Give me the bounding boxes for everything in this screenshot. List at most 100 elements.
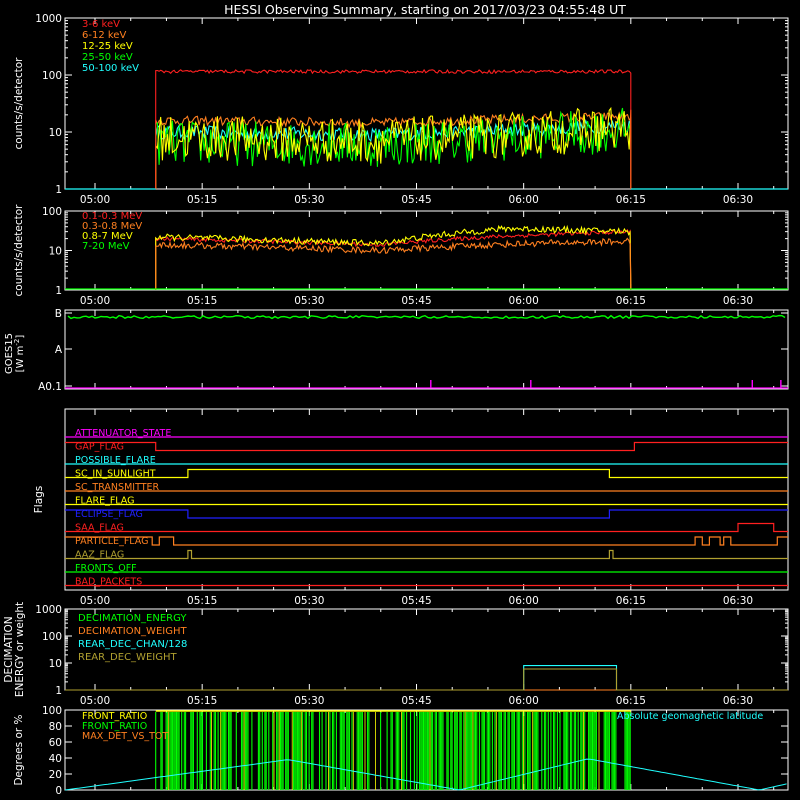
flag-label: PARTICLE_FLAG — [75, 536, 148, 547]
flag-label: ECLIPSE_FLAG — [75, 509, 143, 520]
flag-label: SC_IN_SUNLIGHT — [75, 469, 156, 480]
x-tick-label: 05:00 — [80, 295, 110, 307]
x-tick-label: 06:00 — [509, 194, 539, 206]
legend-entry: 3-6 keV — [82, 19, 120, 30]
x-tick-label: 06:00 — [509, 295, 539, 307]
x-tick-label: 06:15 — [616, 295, 646, 307]
x-tick-label: 05:30 — [294, 695, 324, 707]
flag-label: ATTENUATOR_STATE — [75, 428, 171, 439]
y-axis-label: Degrees or % — [13, 714, 25, 785]
goes-flux-line — [67, 314, 786, 320]
legend-entry: 0.1-0.3 MeV — [82, 211, 142, 222]
y-axis-label: counts/s/detector — [13, 204, 25, 297]
flag-label: FLARE_FLAG — [75, 496, 135, 507]
x-tick-label: 05:45 — [401, 595, 431, 607]
flag-line — [65, 549, 788, 560]
flag-line — [65, 441, 788, 452]
flag-label: POSSIBLE_FLARE — [75, 455, 156, 466]
legend-entry: DECIMATION_WEIGHT — [78, 626, 187, 637]
flag-label: SC_TRANSMITTER — [75, 482, 160, 493]
x-tick-label: 05:15 — [187, 194, 217, 206]
legend-entry: REAR_DEC_WEIGHT — [78, 652, 177, 663]
y-tick-label: 1000 — [35, 13, 62, 25]
y-tick-label: 1 — [55, 184, 62, 196]
panel-6: 0 20 40 60 80 100 Degrees or % FRONT_RATIOFRONT… — [13, 705, 789, 797]
series-line-0 — [155, 68, 632, 190]
x-tick-label: 05:30 — [294, 194, 324, 206]
y-tick-label: 1 — [55, 685, 62, 697]
y-unit-end: ] — [15, 335, 26, 339]
y-tick-label: 0 — [55, 785, 62, 797]
series-line-3 — [65, 668, 788, 691]
legend-entry: FRONT_RATIO — [82, 721, 147, 732]
legend-entry: 7-20 MeV — [82, 241, 130, 252]
y-tick-label: 10 — [49, 127, 62, 139]
x-tick-label: 05:45 — [401, 194, 431, 206]
x-tick-label: 06:30 — [723, 595, 753, 607]
x-tick-label: 06:30 — [723, 695, 753, 707]
y-tick-label: 100 — [42, 631, 62, 643]
y-tick-label: 40 — [49, 753, 62, 765]
x-tick-label: 05:45 — [401, 695, 431, 707]
flag-label: AAZ_FLAG — [75, 550, 124, 561]
flag-label: GAP_FLAG — [75, 442, 124, 453]
latitude-annotation: Absolute geomagnetic latitude — [617, 711, 763, 722]
y-axis-label: ENERGY or weight — [14, 602, 26, 697]
y-tick-label: 100 — [42, 70, 62, 82]
legend-entry: REAR_DEC_CHAN/128 — [78, 639, 187, 650]
y-tick-label: 1000 — [35, 604, 62, 616]
flag-line — [65, 468, 788, 479]
chart-title: HESSI Observing Summary, starting on 201… — [224, 2, 626, 17]
x-tick-label: 06:30 — [723, 194, 753, 206]
legend-entry: 6-12 keV — [82, 30, 126, 41]
y-axis-label: GOES15 — [4, 333, 15, 374]
flag-line — [65, 509, 788, 519]
x-tick-label: 06:00 — [509, 695, 539, 707]
series-line-2 — [155, 106, 632, 190]
panel-5: 05:00 05:15 05:30 05:45 06:00 06:15 06:30 1 10 10… — [3, 602, 789, 707]
y-axis-label: counts/s/detector — [13, 57, 25, 150]
legend-entry: 50-100 keV — [82, 63, 139, 74]
legend-entry: DECIMATION_ENERGY — [78, 613, 187, 624]
x-tick-label: 05:15 — [187, 295, 217, 307]
y-tick-label: A — [55, 344, 63, 356]
legend-entry: 0.3-0.8 MeV — [82, 221, 142, 232]
y-tick-label: 100 — [42, 206, 62, 218]
series-line-2 — [155, 224, 632, 291]
y-tick-label: B — [55, 308, 62, 320]
x-tick-label: 05:45 — [401, 295, 431, 307]
y-tick-label: 10 — [49, 246, 62, 258]
series-line-1 — [155, 110, 632, 190]
x-tick-label: 05:15 — [187, 595, 217, 607]
x-tick-label: 05:15 — [187, 695, 217, 707]
y-axis-label: Flags — [33, 486, 45, 514]
x-tick-label: 05:00 — [80, 595, 110, 607]
y-unit-base: [W m — [15, 346, 26, 373]
panel-4: 05:00 05:15 05:30 05:45 06:00 06:15 06:30 Flags… — [33, 408, 789, 607]
flag-label: SAA_FLAG — [75, 523, 124, 534]
legend-entry: 0.8-7 MeV — [82, 231, 133, 242]
legend-entry: MAX_DET_VS_TOT — [82, 731, 168, 742]
flag-line — [65, 536, 788, 546]
x-tick-label: 06:15 — [616, 695, 646, 707]
panel-frame — [64, 17, 789, 190]
y-tick-label: A0.1 — [38, 381, 62, 393]
legend-entry: FRONT_RATIO — [82, 711, 147, 722]
panel-1: 05:00 05:15 05:30 05:45 06:00 06:15 06:30 1 10 10… — [13, 13, 789, 206]
legend-entry: 25-50 keV — [82, 52, 133, 63]
flag-label: BAD_PACKETS — [75, 577, 142, 588]
x-tick-label: 06:30 — [723, 295, 753, 307]
x-tick-label: 06:15 — [616, 194, 646, 206]
y-unit-sup: -2 — [13, 339, 21, 346]
geomagnetic-latitude-line — [64, 758, 787, 791]
x-tick-label: 06:00 — [509, 595, 539, 607]
x-tick-label: 05:00 — [80, 695, 110, 707]
y-tick-label: 100 — [42, 705, 62, 717]
x-tick-label: 06:15 — [616, 595, 646, 607]
legend-entry: 12-25 keV — [82, 41, 133, 52]
x-tick-label: 05:30 — [294, 595, 324, 607]
panel-3: A0.1 A B GOES15 [W m-2] — [4, 308, 789, 393]
flag-label: FRONTS_OFF — [75, 563, 137, 574]
y-tick-label: 20 — [49, 769, 62, 781]
